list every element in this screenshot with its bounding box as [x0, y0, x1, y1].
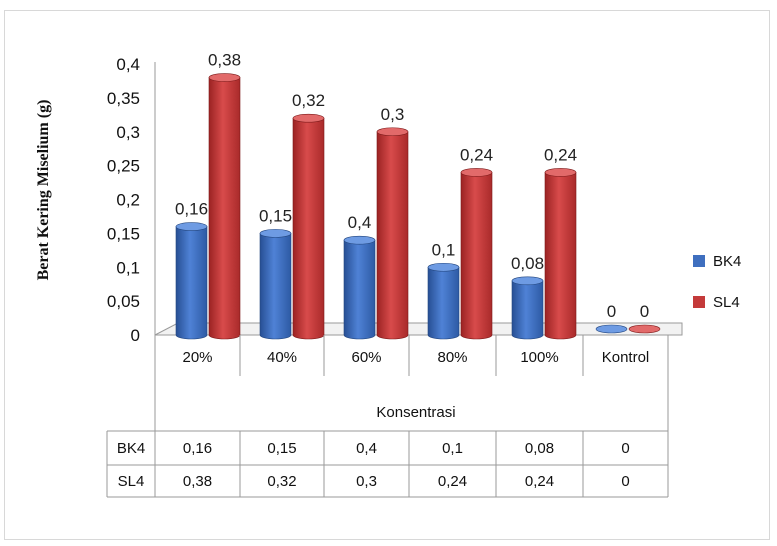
y-tick-label: 0: [131, 326, 140, 345]
data-label-bk4: 0,1: [432, 240, 456, 259]
data-label-sl4: 0,24: [544, 145, 577, 164]
data-label-bk4: 0,15: [259, 206, 292, 225]
data-table: 20% 40% 60% 80% 100% Kontrol BK4 0,16 0,15 0,4 0,1…: [106, 335, 669, 498]
y-tick-label: 0,05: [107, 292, 140, 311]
bar-sl4: [292, 117, 325, 340]
bar-sl4: [628, 324, 661, 334]
y-tick-label: 0,4: [116, 55, 140, 74]
bar-top-bk4: [511, 276, 544, 286]
bar-bk4: [595, 324, 628, 334]
bar-bk4: [343, 239, 376, 340]
category-label: 60%: [351, 349, 381, 366]
table-cell: 0,32: [267, 473, 296, 490]
table-cell: 0,24: [438, 473, 467, 490]
bar-top-sl4: [208, 73, 241, 82]
category-label: 40%: [267, 349, 297, 366]
bar-bk4: [175, 226, 208, 340]
bar-top-sl4: [544, 168, 577, 177]
legend-swatch-bk4: [693, 255, 705, 267]
legend: BK4 SL4: [693, 253, 741, 311]
bar-sl4: [460, 172, 493, 340]
table-cell: 0,24: [525, 473, 554, 490]
table-cell: 0,3: [356, 473, 377, 490]
y-axis-ticks: 0 0,05 0,1 0,15 0,2 0,25 0,3 0,35 0,4: [107, 55, 140, 345]
bar-sl4: [376, 131, 409, 340]
y-tick-label: 0,2: [116, 191, 140, 210]
y-axis-label: Berat Kering Miselium (g): [35, 100, 52, 281]
category-label: 20%: [182, 349, 212, 366]
category-label: 100%: [520, 349, 558, 366]
bar-top-sl4: [376, 127, 409, 137]
y-tick-label: 0,15: [107, 224, 140, 243]
legend-label-sl4: SL4: [713, 294, 740, 311]
bar-top-sl4: [460, 168, 493, 177]
data-label-sl4: 0,38: [208, 51, 241, 70]
bar-top-bk4: [259, 229, 292, 238]
table-series-name: BK4: [117, 440, 145, 457]
data-label-sl4: 0,32: [292, 91, 325, 110]
table-series-name: SL4: [118, 473, 145, 490]
y-tick-label: 0,25: [107, 157, 140, 176]
table-cell: 0,38: [183, 473, 212, 490]
y-tick-label: 0,1: [116, 258, 140, 277]
table-cell: 0,4: [356, 440, 377, 457]
bar-top-bk4: [427, 262, 460, 272]
data-label-sl4: 0,24: [460, 145, 493, 164]
table-cell: 0: [621, 440, 629, 457]
legend-swatch-sl4: [693, 296, 705, 308]
bars-group: [175, 73, 661, 340]
legend-label-bk4: BK4: [713, 253, 741, 270]
bar-top-sl4: [292, 113, 325, 123]
bar-top-bk4: [343, 235, 376, 245]
data-label-sl4: 0,3: [381, 105, 405, 124]
data-label-bk4: 0,16: [175, 200, 208, 219]
category-label: Kontrol: [602, 349, 650, 366]
bar-bk4: [427, 266, 460, 340]
category-label: 80%: [437, 349, 467, 366]
data-label-bk4: 0: [607, 302, 616, 321]
bar-bk4: [259, 233, 292, 340]
y-tick-label: 0,35: [107, 89, 140, 108]
table-cell: 0: [621, 473, 629, 490]
data-label-sl4: 0: [640, 302, 649, 321]
y-tick-label: 0,3: [116, 123, 140, 142]
data-label-bk4: 0,08: [511, 254, 544, 273]
table-cell: 0,15: [267, 440, 296, 457]
bar-bk4: [511, 280, 544, 340]
table-cell: 0,08: [525, 440, 554, 457]
data-labels-group: 0,16 0,15 0,4 0,1 0,08 0 0,38 0,32 0,3 0,24 0,24 0: [175, 51, 649, 321]
x-axis-label: Konsentrasi: [376, 404, 455, 421]
table-cell: 0,1: [442, 440, 463, 457]
bar-sl4: [544, 172, 577, 340]
table-cell: 0,16: [183, 440, 212, 457]
bar-sl4: [208, 77, 241, 340]
data-label-bk4: 0,4: [348, 213, 372, 232]
bar-top-bk4: [175, 222, 208, 231]
